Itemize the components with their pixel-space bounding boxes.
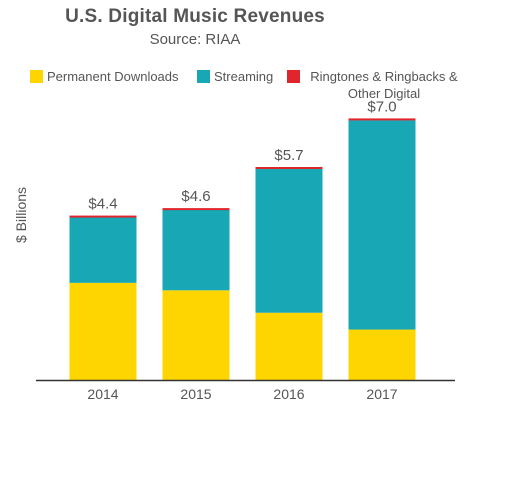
total-label-2017: $7.0 [367, 98, 396, 115]
total-label-2016: $5.7 [274, 147, 303, 164]
bar-ringtones-2014 [69, 215, 137, 218]
x-tick-label-2016: 2016 [273, 386, 304, 402]
x-tick-label-2014: 2014 [87, 386, 118, 402]
bar-streaming-2017 [348, 120, 416, 330]
bar-ringtones-2015 [162, 208, 230, 211]
bar-permanent-downloads-2015 [162, 290, 230, 380]
bar-streaming-2016 [255, 168, 323, 313]
legend-swatch-ringtones [287, 70, 300, 83]
bar-permanent-downloads-2017 [348, 329, 416, 380]
legend-swatch-permanent-downloads [30, 70, 43, 83]
bar-streaming-2015 [162, 209, 230, 291]
bar-ringtones-2016 [255, 167, 323, 169]
bar-ringtones-2017 [348, 118, 416, 121]
legend-label-streaming: Streaming [214, 69, 274, 84]
legend-item-ringtones: Ringtones & Ringbacks & Other Digital [287, 68, 464, 102]
bar-permanent-downloads-2014 [69, 282, 137, 380]
legend-label-permanent-downloads: Permanent Downloads [47, 69, 179, 84]
chart-title: U.S. Digital Music Revenues [65, 6, 325, 27]
legend-item-streaming: Streaming [197, 68, 273, 85]
legend: Permanent Downloads Streaming Ringtones … [30, 68, 500, 108]
legend-label-ringtones: Ringtones & Ringbacks & Other Digital [310, 69, 458, 101]
y-axis-label: $ Billions [13, 187, 29, 243]
total-label-2014: $4.4 [88, 196, 117, 213]
chart-subtitle: Source: RIAA [149, 31, 241, 48]
total-label-2015: $4.6 [181, 188, 210, 205]
legend-item-permanent-downloads: Permanent Downloads [30, 68, 179, 85]
x-tick-label-2017: 2017 [366, 386, 397, 402]
bar-permanent-downloads-2016 [255, 312, 323, 380]
legend-swatch-streaming [197, 70, 210, 83]
bar-streaming-2014 [69, 217, 137, 283]
x-tick-label-2015: 2015 [180, 386, 211, 402]
